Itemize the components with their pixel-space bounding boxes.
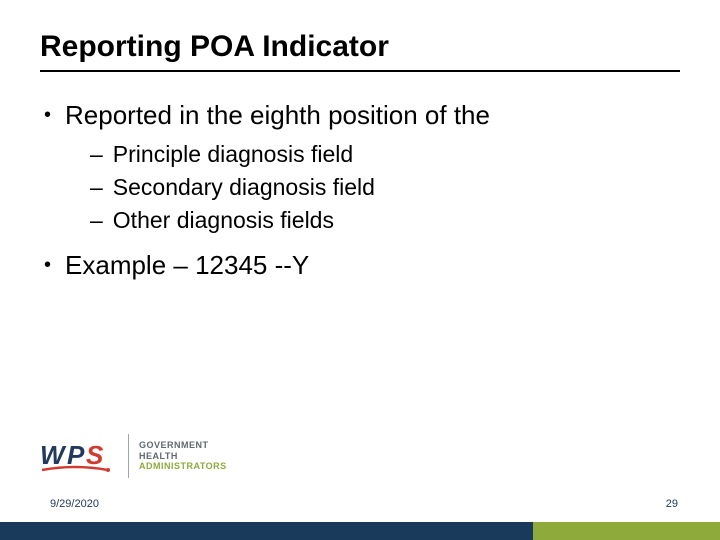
logo-line: ADMINISTRATORS (139, 461, 227, 472)
logo-subtitle: GOVERNMENT HEALTH ADMINISTRATORS (139, 440, 227, 472)
bullet-dot-icon: • (44, 250, 51, 280)
slide-content: • Reported in the eighth position of the… (40, 100, 680, 281)
bullet-item: • Example – 12345 --Y (44, 250, 680, 281)
logo-line: HEALTH (139, 451, 227, 462)
logo-line: GOVERNMENT (139, 440, 227, 451)
svg-text:S: S (86, 440, 104, 470)
bullet-text: Other diagnosis fields (113, 207, 334, 234)
logo-divider (128, 434, 129, 478)
bullet-item: • Reported in the eighth position of the (44, 100, 680, 131)
bullet-text: Secondary diagnosis field (113, 174, 375, 201)
bullet-subitem: – Secondary diagnosis field (90, 174, 680, 201)
svg-text:P: P (67, 440, 85, 470)
wps-logo: W P S GOVERNMENT HEALTH ADMINISTRATORS (40, 434, 227, 478)
dash-icon: – (90, 141, 103, 168)
bullet-subitem: – Principle diagnosis field (90, 141, 680, 168)
svg-text:W: W (40, 440, 67, 470)
slide-title: Reporting POA Indicator (40, 30, 680, 64)
dash-icon: – (90, 174, 103, 201)
bottom-bar-left (0, 522, 533, 540)
bullet-subitem: – Other diagnosis fields (90, 207, 680, 234)
bullet-dot-icon: • (44, 100, 51, 130)
bullet-text: Principle diagnosis field (113, 141, 353, 168)
slide-container: Reporting POA Indicator • Reported in th… (0, 0, 720, 540)
bullet-text: Reported in the eighth position of the (65, 100, 490, 131)
footer-date: 9/29/2020 (50, 498, 99, 510)
footer-page-number: 29 (666, 498, 678, 510)
dash-icon: – (90, 207, 103, 234)
bullet-text: Example – 12345 --Y (65, 250, 309, 281)
bottom-bar (0, 522, 720, 540)
title-underline (40, 70, 680, 72)
bottom-bar-right (533, 522, 720, 540)
wps-logo-icon: W P S (40, 438, 118, 474)
